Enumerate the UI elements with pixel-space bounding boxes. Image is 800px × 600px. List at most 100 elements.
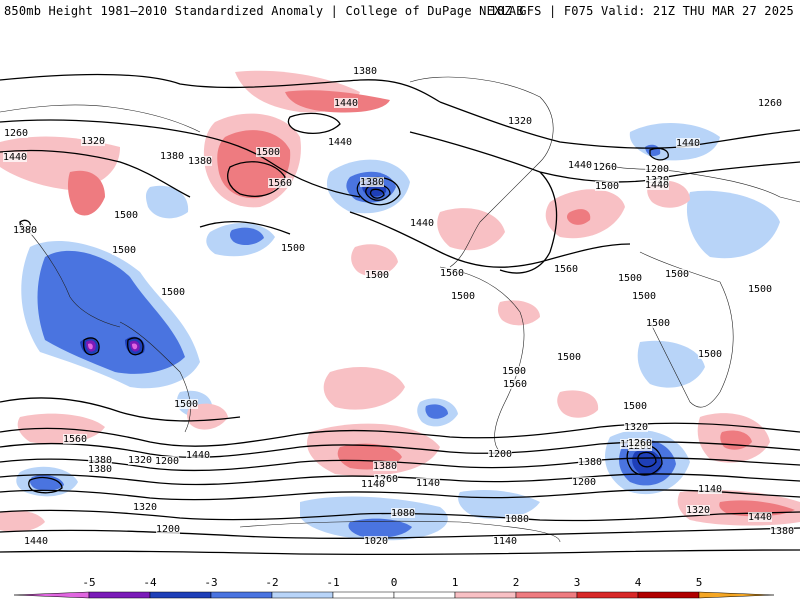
anomaly-patch [0,510,45,532]
coastline [119,321,191,433]
contour-label-bg [488,449,512,459]
coastline [599,161,800,203]
contour-label: 1440 [24,536,48,547]
anomaly-patch [229,227,264,246]
colorbar-segment [576,591,639,599]
contour-label-bg [698,484,722,494]
contour-label-bg [3,152,27,162]
contour-line [0,119,361,198]
colorbar-tick-label: -1 [326,576,339,589]
contour-line [0,509,800,522]
contour-label-bg [188,156,212,166]
colorbar-tick-label: 4 [635,576,642,589]
anomaly-patch [351,244,398,277]
contour-line [127,337,144,356]
contour-line [356,177,401,206]
colorbar-tick-label: 3 [574,576,581,589]
contour-label: 1200 [156,524,180,535]
contour-line [369,188,385,199]
contour-label: 1380 [578,457,602,468]
anomaly-patch [29,474,64,491]
contour-label: 1500 [256,147,280,158]
contour-line [637,451,657,468]
colorbar-segment [149,591,212,599]
contour-label-bg [593,162,617,172]
contour-label: 1440 [328,137,352,148]
contour-label: 1260 [4,128,28,139]
contour-label-bg [503,379,527,389]
contour-label: 1380 [770,526,794,537]
contour-label: 1440 [645,180,669,191]
contour-label: 1140 [493,536,517,547]
anomaly-patch [497,300,540,326]
contour-label: 1380 [88,455,112,466]
contour-label-bg [451,291,475,301]
contour-label: 1500 [112,245,136,256]
contour-label-bg [281,243,305,253]
contour-label-bg [373,461,397,471]
contour-label-bg [554,264,578,274]
anomaly-patch [686,190,780,259]
contour-line [649,147,669,161]
contour-label: 1560 [268,178,292,189]
contour-label: 1500 [451,291,475,302]
contour-label: 1500 [174,399,198,410]
contour-label: 1140 [698,484,722,495]
contour-label-bg [364,536,388,546]
contour-label: 1200 [572,477,596,488]
coastline [239,520,561,543]
contour-label: 1560 [440,268,464,279]
contour-line [439,101,800,149]
contour-label: 1380 [373,461,397,472]
contour-line [0,73,441,103]
colorbar-segment [698,591,775,599]
contour-label: 1140 [416,478,440,489]
contour-label: 1320 [686,505,710,516]
colorbar-segment [332,591,395,599]
colorbar-segment [88,591,151,599]
contour-label: 1500 [698,349,722,360]
contour-label: 1260 [374,474,398,485]
contour-label: 1500 [623,401,647,412]
contour-label-bg [632,291,656,301]
contour-label: 1380 [188,156,212,167]
contour-label-bg [645,180,669,190]
contour-label-bg [128,455,152,465]
contour-label-bg [646,318,670,328]
contour-label-bg [63,434,87,444]
model-run-info: 18Z GFS | F075 Valid: 21Z THU MAR 27 202… [489,4,794,18]
anomaly-patch [566,209,591,225]
colorbar-tick-label: 0 [391,576,398,589]
contour-label-bg [665,269,689,279]
anomaly-patch [557,390,599,418]
map-title: 850mb Height 1981–2010 Standardized Anom… [4,4,524,18]
colorbar-tick-label: 1 [452,576,459,589]
contour-label-bg [353,66,377,76]
coastline [19,221,121,328]
contour-label-bg [748,284,772,294]
contour-label-bg [624,422,648,432]
colorbar-segment [393,591,456,599]
contour-line [199,221,291,235]
contour-label: 1020 [364,536,388,547]
contour-label: 1560 [554,264,578,275]
contour-label: 1440 [410,218,434,229]
contour-label-bg [572,477,596,487]
anomaly-patch [437,208,505,251]
contour-label: 1500 [161,287,185,298]
anomaly-colorbar: -5 -4 -3 -2 -1 0 1 2 3 4 5 [13,576,775,599]
contour-label: 1500 [595,181,619,192]
contour-label-bg [676,138,700,148]
contour-label-bg [365,270,389,280]
contour-label: 1200 [645,164,669,175]
contour-label: 1560 [503,379,527,390]
coastlines [0,76,800,543]
colorbar-tick-label: -3 [204,576,217,589]
contour-label-bg [595,181,619,191]
contour-line [499,171,558,274]
contour-label: 1440 [568,160,592,171]
contour-label-bg [24,536,48,546]
contour-label: 1140 [361,479,385,490]
contour-label-bg [361,479,385,489]
contour-label: 1200 [488,449,512,460]
